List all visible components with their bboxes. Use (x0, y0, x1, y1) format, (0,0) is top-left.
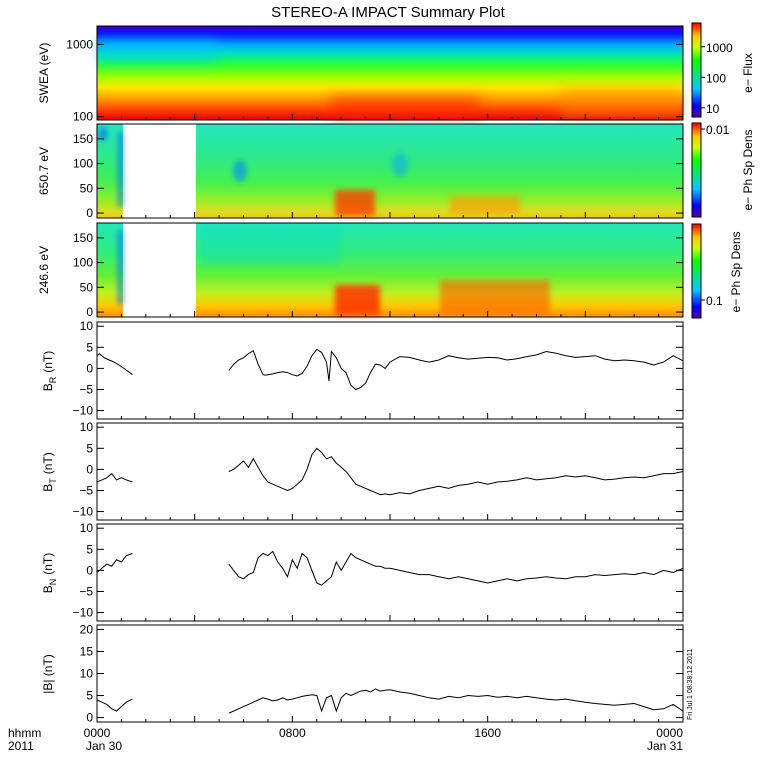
pad-650-spectrogram-variation (99, 128, 520, 216)
b-field-trace (228, 447, 684, 496)
pad-650-panel: 150 100 50 0 650.7 eV (37, 123, 684, 220)
colorbar-2-ticks: 0.01 (701, 123, 730, 137)
bmag-ylabel: |B| (nT) (41, 654, 55, 694)
b-field-trace (96, 352, 133, 376)
pad-246-ylabel: 246.6 eV (37, 246, 51, 294)
timestamp-stamp: Fri Jul 1 08:38:12 2011 (687, 649, 694, 720)
bmag-frame (96, 624, 684, 723)
colorbar-3-ticks: 0.1 (701, 294, 723, 308)
y-tick-label: 0 (86, 462, 93, 476)
y-tick-label: 0 (86, 206, 93, 220)
y-tick-label: 150 (73, 231, 93, 245)
y-tick-label: −10 (73, 505, 94, 519)
pad-246-spectrogram-variation (118, 225, 550, 315)
x-axis-labels: hhmm 2011 Jan 30 Jan 31 0000 0800 1600 0000 (8, 726, 683, 753)
b-field-trace (96, 698, 133, 712)
y-tick-label: 5 (86, 340, 93, 354)
x-date-label-end: Jan 31 (647, 739, 683, 753)
bn-ylabel: BN(nT) (41, 553, 58, 594)
swea-ylabel: SWEA (eV) (37, 43, 51, 104)
b-field-trace (228, 688, 684, 714)
colorbar-tick-label: 100 (706, 71, 726, 85)
y-tick-label: 50 (80, 280, 94, 294)
bt-y-ticks: 10 5 0 −5 −10 (73, 420, 683, 520)
y-tick-label: 150 (73, 132, 93, 146)
x-tick-label: 0800 (279, 726, 306, 740)
y-tick-label: 100 (73, 256, 93, 270)
bt-panel: 10 5 0 −5 −10 BT(nT) (41, 420, 684, 521)
y-tick-label: −5 (79, 584, 93, 598)
br-series (96, 348, 684, 391)
y-tick-label: 0 (86, 361, 93, 375)
b-field-trace (228, 550, 684, 586)
colorbar-3: 0.1 e− Ph Sp Dens (691, 223, 743, 319)
pad-246-panel: 150 100 50 0 246.6 eV (37, 222, 684, 319)
pad-650-spectrogram-main (196, 124, 683, 218)
bn-y-ticks: 10 5 0 −5 −10 (73, 521, 683, 621)
colorbar-1: 1000 100 10 e− Flux (691, 22, 755, 118)
swea-spectrogram-variation (97, 40, 683, 120)
y-tick-label: 0 (86, 711, 93, 725)
x-date-label-start: Jan 30 (86, 739, 122, 753)
y-tick-label: 10 (80, 319, 94, 333)
x-axis-title-hhmm: hhmm (8, 726, 41, 740)
y-tick-label: 5 (86, 689, 93, 703)
y-tick-label: 0 (86, 305, 93, 319)
y-tick-label: 50 (80, 181, 94, 195)
x-tick-label: 0000 (84, 726, 111, 740)
br-ylabel: BR(nT) (41, 351, 58, 392)
bn-series (96, 550, 684, 586)
swea-y-ticks: 1000 100 (66, 37, 683, 124)
pad-650-y-ticks: 150 100 50 0 (73, 132, 683, 220)
y-tick-label: 0 (86, 563, 93, 577)
y-tick-label: 100 (73, 157, 93, 171)
y-tick-label: 5 (86, 441, 93, 455)
x-axis-title-year: 2011 (8, 739, 34, 753)
y-tick-label: −5 (79, 483, 93, 497)
y-tick-label: 1000 (66, 37, 93, 51)
y-tick-label: 20 (80, 622, 94, 636)
y-tick-label: 15 (80, 644, 94, 658)
bmag-y-ticks: 20 15 10 5 0 (80, 622, 683, 725)
bmag-series (96, 688, 684, 714)
colorbar-1-label: e− Flux (741, 53, 755, 93)
y-tick-label: 100 (73, 110, 93, 124)
y-tick-label: −10 (73, 606, 94, 620)
br-frame (96, 321, 684, 420)
colorbar-2: 0.01 e− Ph Sp Dens (691, 122, 755, 218)
colorbar-tick-label: 0.1 (706, 294, 723, 308)
x-tick-label: 1600 (474, 726, 501, 740)
pad-650-ylabel: 650.7 eV (37, 147, 51, 195)
y-tick-label: 10 (80, 667, 94, 681)
pad-246-y-ticks: 150 100 50 0 (73, 231, 683, 319)
bt-frame (96, 422, 684, 521)
colorbar-tick-label: 1000 (706, 41, 733, 55)
y-tick-label: 10 (80, 521, 94, 535)
b-field-trace (228, 348, 684, 391)
colorbar-tick-label: 0.01 (706, 123, 730, 137)
y-tick-label: −10 (73, 404, 94, 418)
bn-frame (96, 523, 684, 622)
y-tick-label: −5 (79, 382, 93, 396)
chart-title: STEREO-A IMPACT Summary Plot (271, 4, 505, 21)
bt-series (96, 447, 684, 496)
bmag-panel: 20 15 10 5 0 |B| (nT) Fri Jul 1 08:38:12 201… (41, 622, 694, 724)
swea-panel: 1000 100 SWEA (eV) (37, 25, 684, 124)
br-panel: 10 5 0 −5 −10 BR(nT) (41, 319, 684, 420)
colorbar-tick-label: 10 (706, 102, 720, 116)
y-tick-label: 5 (86, 542, 93, 556)
bt-ylabel: BT(nT) (41, 452, 58, 492)
bn-panel: 10 5 0 −5 −10 BN(nT) (41, 521, 684, 622)
colorbar-3-label: e− Ph Sp Dens (729, 231, 743, 312)
b-field-trace (96, 553, 133, 573)
colorbar-2-label: e− Ph Sp Dens (741, 129, 755, 210)
x-tick-label: 0000 (656, 726, 683, 740)
y-tick-label: 10 (80, 420, 94, 434)
br-y-ticks: 10 5 0 −5 −10 (73, 319, 683, 419)
colorbar-1-ticks: 1000 100 10 (701, 41, 733, 116)
b-field-trace (96, 472, 133, 483)
